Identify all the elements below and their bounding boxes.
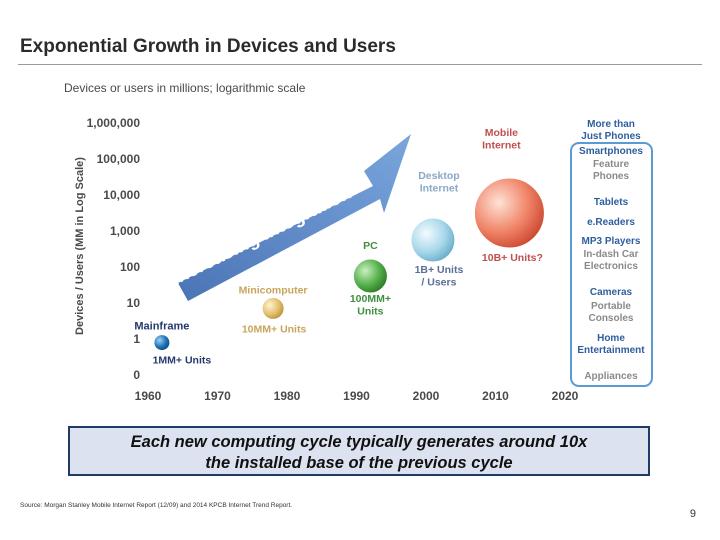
bubble-units-label: 1MM+ Units xyxy=(153,355,212,367)
source-note: Source: Morgan Stanley Mobile Internet R… xyxy=(20,502,293,509)
integration-arrow-label: Increasing Integration xyxy=(168,182,355,289)
panel-item: Electronics xyxy=(584,261,638,272)
bubble-units-label: 10B+ Units? xyxy=(482,252,543,264)
bubble-name-label: Minicomputer xyxy=(239,284,308,296)
bubbles xyxy=(153,177,545,352)
callout-box: Each new computing cycle typically gener… xyxy=(68,426,650,476)
bubble-pc xyxy=(352,258,388,294)
title-rule xyxy=(18,64,702,65)
y-tick-label: 0 xyxy=(133,368,140,382)
panel-item: Cameras xyxy=(590,287,633,298)
integration-arrow-shape xyxy=(178,134,411,301)
panel-item: Smartphones xyxy=(579,146,643,157)
x-tick-label: 2010 xyxy=(482,389,509,403)
callout-line-1: Each new computing cycle typically gener… xyxy=(130,433,588,451)
y-tick-label: 1,000 xyxy=(110,224,140,238)
panel-item: Portable xyxy=(591,301,631,312)
bubble-name-label: Mainframe xyxy=(134,321,189,333)
bubble-name-label: PC xyxy=(363,240,378,252)
panel-header-line2: Just Phones xyxy=(581,131,641,142)
x-tick-label: 2000 xyxy=(413,389,440,403)
y-tick-label: 100,000 xyxy=(97,152,141,166)
bubble-units-label: 100MM+ xyxy=(350,293,391,305)
x-axis-ticks: 1960 1970 1980 1990 2000 2010 2020 xyxy=(135,389,579,403)
y-tick-label: 1 xyxy=(133,332,140,346)
panel-item: Tablets xyxy=(594,197,629,208)
bubble-units-label: 10MM+ Units xyxy=(242,323,307,335)
bubble-name-label: Mobile xyxy=(485,127,518,139)
bubble-name-label: Internet xyxy=(420,183,459,195)
panel-item: Home xyxy=(597,333,625,344)
bubble-units-label: / Users xyxy=(421,277,456,289)
x-tick-label: 1980 xyxy=(274,389,301,403)
chart-container: Devices or users in millions; logarithmi… xyxy=(0,70,720,410)
panel-header-line1: More than xyxy=(587,119,635,130)
panel-item: MP3 Players xyxy=(582,236,641,247)
chart-subtitle: Devices or users in millions; logarithmi… xyxy=(64,81,306,95)
callout-line-2: the installed base of the previous cycle xyxy=(205,454,513,472)
page-number: 9 xyxy=(689,508,696,520)
bubble-minicomputer xyxy=(261,296,285,320)
x-tick-label: 1990 xyxy=(343,389,370,403)
bubble-units-label: 1B+ Units xyxy=(415,264,464,276)
panel-box xyxy=(570,142,653,387)
x-tick-label: 1960 xyxy=(135,389,162,403)
bubble-name-label: Internet xyxy=(482,140,521,152)
chart: Devices or users in millions; logarithmi… xyxy=(64,81,653,403)
bubble-units-label: Units xyxy=(357,306,383,318)
bubble-labels: Mainframe 1MM+ Units Minicomputer 10MM+ Uni… xyxy=(134,127,543,367)
panel-item: Appliances xyxy=(584,371,638,382)
x-tick-label: 2020 xyxy=(552,389,579,403)
y-axis-label: Devices / Users (MM in Log Scale) xyxy=(74,157,86,335)
panel-item: Consoles xyxy=(588,313,633,324)
panel-item: Phones xyxy=(593,171,630,182)
panel-item: In-dash Car xyxy=(583,249,638,260)
bubble-name-label: Desktop xyxy=(418,170,459,182)
bubble-mainframe xyxy=(153,334,171,352)
y-tick-label: 100 xyxy=(120,260,140,274)
slide-title: Exponential Growth in Devices and Users xyxy=(20,36,396,57)
y-tick-label: 10,000 xyxy=(103,188,140,202)
bubble-desktop-internet xyxy=(410,217,456,263)
device-panel: More than Just Phones Smartphones Feature… xyxy=(570,119,653,387)
panel-item: Feature xyxy=(593,159,630,170)
panel-item: e.Readers xyxy=(587,217,635,228)
y-tick-label: 10 xyxy=(127,296,141,310)
y-axis-ticks: 0 1 10 100 1,000 10,000 100,000 1,000,000 xyxy=(87,116,141,382)
x-tick-label: 1970 xyxy=(204,389,231,403)
panel-item: Entertainment xyxy=(577,345,645,356)
bubble-mobile-internet xyxy=(473,177,545,249)
y-tick-label: 1,000,000 xyxy=(87,116,141,130)
